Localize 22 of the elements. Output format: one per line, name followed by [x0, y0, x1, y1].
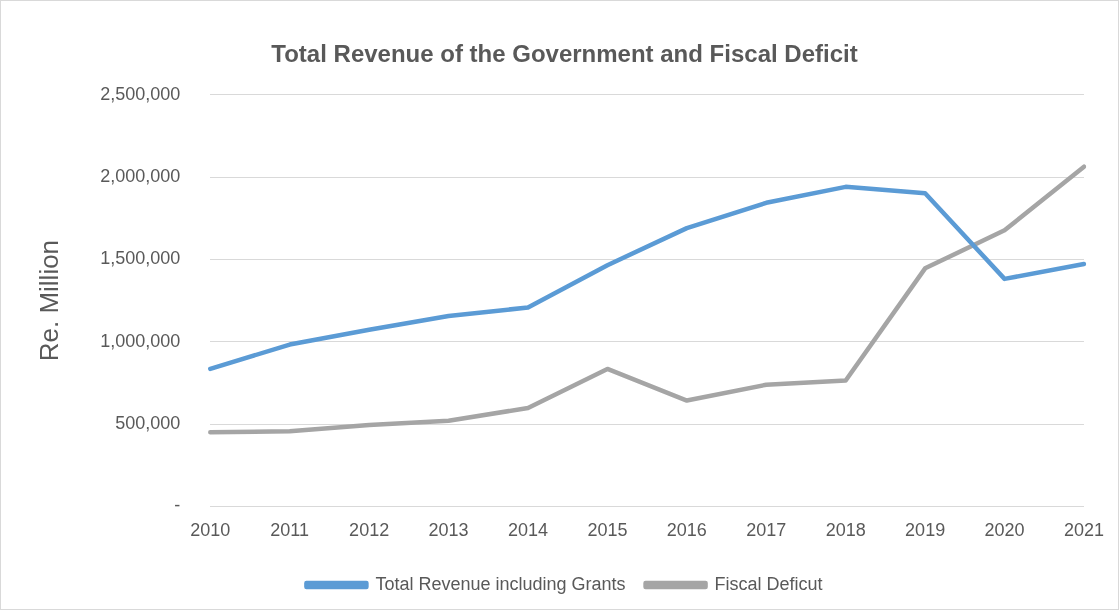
y-axis-title: Re. Million: [33, 239, 64, 362]
x-tick-label: 2017: [746, 520, 787, 541]
y-tick-label: 500,000: [115, 413, 181, 434]
y-tick-label: 1,500,000: [100, 248, 181, 269]
x-tick-label: 2021: [1063, 520, 1104, 541]
chart-title: Total Revenue of the Government and Fiscal Deficit: [271, 40, 858, 68]
y-tick-label: 2,500,000: [100, 83, 181, 104]
x-tick-label: 2013: [428, 520, 469, 541]
x-tick-label: 2011: [270, 520, 310, 541]
legend-label: Total Revenue including Grants: [375, 573, 626, 594]
y-tick-label: -: [174, 495, 181, 516]
x-tick-label: 2016: [666, 520, 707, 541]
x-tick-label: 2018: [825, 520, 866, 541]
x-tick-label: 2019: [905, 520, 946, 541]
x-tick-label: 2015: [587, 520, 628, 541]
legend-label: Fiscal Deficut: [714, 573, 823, 594]
y-tick-label: 1,000,000: [100, 330, 181, 351]
y-tick-label: 2,000,000: [100, 166, 181, 187]
x-tick-label: 2012: [349, 520, 390, 541]
x-tick-label: 2014: [507, 520, 549, 541]
x-tick-label: 2010: [190, 520, 231, 541]
x-tick-label: 2020: [984, 520, 1025, 541]
